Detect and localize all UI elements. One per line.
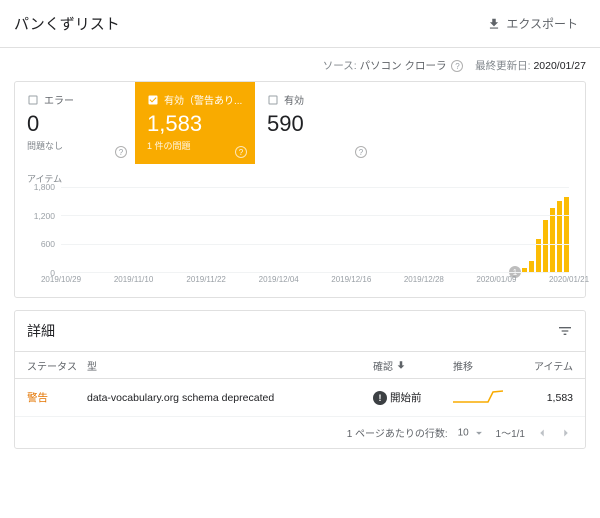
x-tick-label: 2019/11/22 bbox=[186, 275, 225, 284]
help-icon[interactable]: ? bbox=[115, 146, 127, 158]
next-page-button[interactable] bbox=[559, 426, 573, 440]
chart-y-title: アイテム bbox=[27, 172, 573, 185]
checkbox-checked-icon bbox=[147, 94, 159, 106]
chart-bar bbox=[557, 201, 562, 272]
col-items[interactable]: アイテム bbox=[523, 358, 573, 373]
download-icon bbox=[487, 17, 501, 31]
details-title: 詳細 bbox=[27, 321, 55, 341]
x-tick-label: 2019/10/29 bbox=[41, 275, 81, 284]
page-title: パンくずリスト bbox=[14, 13, 120, 34]
x-tick-label: 2020/01/09 bbox=[476, 275, 516, 284]
prev-page-button[interactable] bbox=[535, 426, 549, 440]
row-type: data-vocabulary.org schema deprecated bbox=[87, 392, 373, 404]
chart-bar bbox=[529, 261, 534, 272]
row-confirm: ! 開始前 bbox=[373, 390, 453, 405]
page-range: 1～1/1 bbox=[496, 425, 525, 440]
row-status: 警告 bbox=[27, 390, 87, 405]
stat-error[interactable]: エラー 0 問題なし ? bbox=[15, 82, 135, 164]
rows-per-page-label: 1 ページあたりの行数: bbox=[347, 425, 448, 440]
stat-warning-sub: 1 件の問題 bbox=[147, 139, 243, 152]
col-type[interactable]: 型 bbox=[87, 358, 373, 373]
table-row[interactable]: 警告 data-vocabulary.org schema deprecated… bbox=[15, 379, 585, 417]
details-card: 詳細 ステータス 型 確認 推移 アイテム 警告 data-vocabulary… bbox=[14, 310, 586, 449]
rows-per-page-select[interactable]: 10 bbox=[458, 426, 486, 440]
table-header: ステータス 型 確認 推移 アイテム bbox=[15, 351, 585, 379]
stat-valid[interactable]: 有効 590 ? bbox=[255, 82, 375, 164]
source-label: ソース: bbox=[323, 60, 357, 72]
stat-warning[interactable]: 有効（警告あり... 1,583 1 件の問題 ? bbox=[135, 82, 255, 164]
x-tick-label: 2019/12/04 bbox=[259, 275, 299, 284]
chart-bar bbox=[564, 197, 569, 272]
y-tick-label: 1,800 bbox=[27, 182, 55, 192]
x-tick-label: 2020/01/21 bbox=[549, 275, 589, 284]
filter-icon[interactable] bbox=[557, 323, 573, 339]
stat-error-label: エラー bbox=[44, 92, 74, 107]
x-tick-label: 2019/11/10 bbox=[114, 275, 153, 284]
stat-error-value: 0 bbox=[27, 111, 123, 137]
col-confirm[interactable]: 確認 bbox=[373, 358, 453, 373]
source-value: パソコン クローラ bbox=[360, 60, 447, 72]
checkbox-empty-icon bbox=[267, 94, 279, 106]
y-tick-label: 600 bbox=[27, 239, 55, 249]
stat-valid-label: 有効 bbox=[284, 92, 304, 107]
chevron-down-icon bbox=[472, 426, 486, 440]
help-icon[interactable]: ? bbox=[451, 60, 463, 72]
x-tick-label: 2019/12/28 bbox=[404, 275, 444, 284]
info-badge-icon: ! bbox=[373, 391, 387, 405]
updated-value: 2020/01/27 bbox=[533, 60, 586, 72]
help-icon[interactable]: ? bbox=[235, 146, 247, 158]
sort-down-icon bbox=[396, 360, 406, 370]
export-label: エクスポート bbox=[506, 15, 578, 32]
row-trend bbox=[453, 388, 523, 407]
stat-warning-label: 有効（警告あり... bbox=[164, 92, 242, 107]
col-status[interactable]: ステータス bbox=[27, 358, 87, 373]
stat-warning-value: 1,583 bbox=[147, 111, 243, 137]
y-tick-label: 1,200 bbox=[27, 211, 55, 221]
stat-error-sub: 問題なし bbox=[27, 139, 123, 152]
col-trend[interactable]: 推移 bbox=[453, 358, 523, 373]
export-button[interactable]: エクスポート bbox=[479, 10, 586, 37]
trend-chart: 1,8001,2006000 1 2019/10/292019/11/10201… bbox=[27, 187, 573, 287]
updated-label: 最終更新日: bbox=[475, 60, 530, 72]
chart-bar bbox=[550, 208, 555, 272]
pagination: 1 ページあたりの行数: 10 1～1/1 bbox=[15, 417, 585, 448]
x-tick-label: 2019/12/16 bbox=[331, 275, 371, 284]
help-icon[interactable]: ? bbox=[355, 146, 367, 158]
summary-card: エラー 0 問題なし ? 有効（警告あり... 1,583 1 件の問題 ? 有… bbox=[14, 81, 586, 298]
checkbox-empty-icon bbox=[27, 94, 39, 106]
chart-bar bbox=[543, 220, 548, 272]
row-items: 1,583 bbox=[523, 392, 573, 404]
stat-valid-value: 590 bbox=[267, 111, 363, 137]
meta-row: ソース: パソコン クローラ ? 最終更新日: 2020/01/27 bbox=[0, 48, 600, 81]
